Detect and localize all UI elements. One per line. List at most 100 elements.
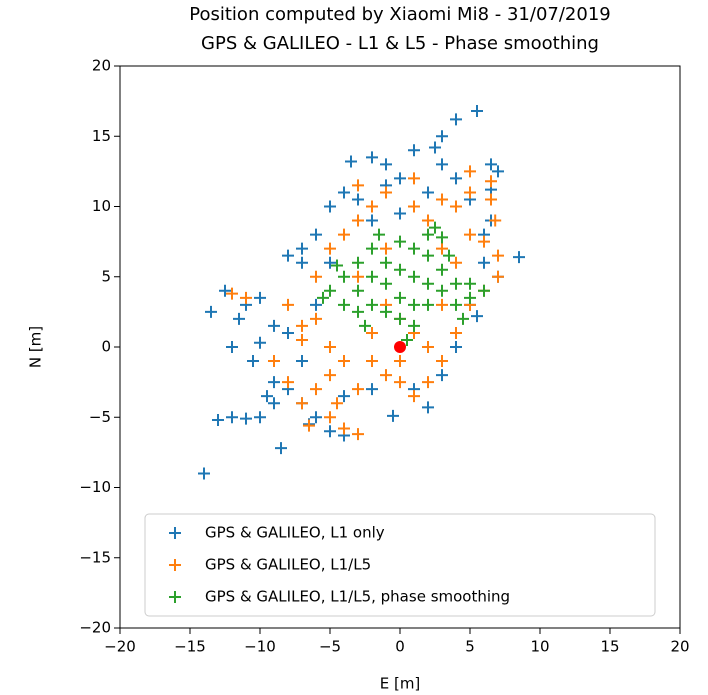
point: [317, 291, 329, 304]
point: [226, 287, 238, 300]
point: [513, 251, 525, 264]
reference-point: [394, 341, 406, 353]
point: [464, 228, 476, 241]
point: [310, 312, 322, 325]
point: [422, 401, 434, 414]
point: [422, 277, 434, 290]
point: [380, 242, 392, 255]
point: [422, 249, 434, 262]
point: [247, 355, 259, 368]
x-tick-label: 10: [530, 638, 549, 656]
point: [478, 235, 490, 248]
legend-marker: [169, 527, 181, 539]
point: [352, 270, 364, 283]
point: [303, 419, 315, 432]
point: [352, 256, 364, 269]
y-tick-label: 20: [92, 57, 111, 75]
x-tick-label: 0: [395, 638, 405, 656]
point: [296, 397, 308, 410]
point: [352, 383, 364, 396]
legend-label: GPS & GALILEO, L1/L5, phase smoothing: [205, 588, 510, 606]
point: [422, 376, 434, 389]
point: [450, 200, 462, 213]
point: [485, 158, 497, 171]
point: [373, 228, 385, 241]
legend-label: GPS & GALILEO, L1/L5: [205, 556, 371, 574]
point: [450, 277, 462, 290]
x-tick-label: 5: [465, 638, 475, 656]
point: [422, 341, 434, 353]
point: [436, 369, 448, 382]
x-tick-label: −20: [104, 638, 136, 656]
plot-frame: [119, 65, 681, 629]
point: [471, 310, 483, 323]
point: [450, 326, 462, 339]
point: [254, 291, 266, 304]
point: [310, 411, 322, 424]
point: [422, 186, 434, 199]
point: [366, 298, 378, 311]
point: [394, 172, 406, 185]
x-tick-label: 15: [600, 638, 619, 656]
point: [352, 214, 364, 227]
point: [240, 412, 252, 425]
point: [282, 376, 294, 389]
point: [394, 312, 406, 325]
x-tick-label: −10: [244, 638, 276, 656]
point: [331, 397, 343, 410]
y-tick-label: 0: [101, 338, 111, 356]
point: [492, 249, 504, 262]
point: [380, 256, 392, 269]
point: [457, 312, 469, 325]
point: [324, 256, 336, 269]
legend-marker: [169, 559, 181, 571]
point: [366, 326, 378, 339]
point: [485, 175, 497, 188]
point: [464, 186, 476, 199]
point: [296, 242, 308, 255]
point: [352, 428, 364, 441]
point: [485, 193, 497, 206]
point: [394, 291, 406, 304]
point: [296, 256, 308, 269]
point: [310, 383, 322, 396]
point: [352, 193, 364, 206]
y-axis-label: N [m]: [27, 326, 45, 368]
point: [205, 305, 217, 318]
legend-marker: [169, 591, 181, 603]
point: [401, 333, 413, 346]
point: [324, 200, 336, 213]
y-tick-label: 5: [101, 267, 111, 285]
point: [366, 214, 378, 227]
point: [296, 319, 308, 332]
point: [268, 355, 280, 368]
point: [324, 411, 336, 424]
y-tick-label: −5: [89, 408, 111, 426]
point: [324, 242, 336, 255]
point: [429, 221, 441, 234]
point: [212, 414, 224, 427]
point: [310, 228, 322, 241]
point: [226, 411, 238, 424]
point: [478, 284, 490, 297]
point: [394, 376, 406, 389]
point: [436, 193, 448, 206]
point: [338, 422, 350, 435]
point: [450, 298, 462, 311]
point: [296, 333, 308, 346]
point: [408, 270, 420, 283]
point: [331, 259, 343, 272]
point: [352, 284, 364, 297]
point: [296, 355, 308, 368]
point: [345, 155, 357, 168]
point: [408, 298, 420, 311]
chart-title: Position computed by Xiaomi Mi8 - 31/07/…: [189, 4, 610, 25]
x-tick-label: −5: [319, 638, 341, 656]
x-axis-label: E [m]: [380, 675, 421, 693]
point: [408, 390, 420, 403]
point: [366, 270, 378, 283]
point: [233, 312, 245, 325]
point: [268, 376, 280, 389]
point: [380, 186, 392, 199]
